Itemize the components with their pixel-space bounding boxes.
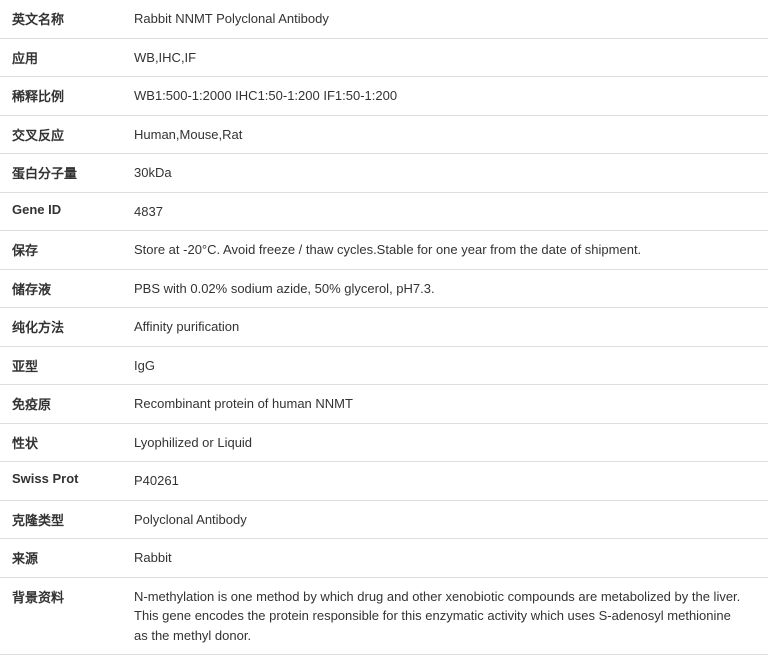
- spec-label: 交叉反应: [0, 115, 130, 154]
- table-row: 稀释比例WB1:500-1:2000 IHC1:50-1:200 IF1:50-…: [0, 77, 768, 116]
- spec-label: 克隆类型: [0, 500, 130, 539]
- table-row: 背景资料N-methylation is one method by which…: [0, 577, 768, 655]
- table-row: 储存液PBS with 0.02% sodium azide, 50% glyc…: [0, 269, 768, 308]
- spec-label: 蛋白分子量: [0, 154, 130, 193]
- spec-value: Lyophilized or Liquid: [130, 423, 768, 462]
- spec-value: Affinity purification: [130, 308, 768, 347]
- spec-label: 储存液: [0, 269, 130, 308]
- table-row: 蛋白分子量30kDa: [0, 154, 768, 193]
- spec-label: 纯化方法: [0, 308, 130, 347]
- table-row: 免疫原Recombinant protein of human NNMT: [0, 385, 768, 424]
- spec-table-body: 英文名称Rabbit NNMT Polyclonal Antibody应用WB,…: [0, 0, 768, 655]
- spec-label: 英文名称: [0, 0, 130, 38]
- spec-table: 英文名称Rabbit NNMT Polyclonal Antibody应用WB,…: [0, 0, 768, 655]
- table-row: 来源Rabbit: [0, 539, 768, 578]
- spec-label: 免疫原: [0, 385, 130, 424]
- spec-value: Rabbit: [130, 539, 768, 578]
- spec-label: 亚型: [0, 346, 130, 385]
- spec-label: 背景资料: [0, 577, 130, 655]
- spec-value: Polyclonal Antibody: [130, 500, 768, 539]
- table-row: 保存Store at -20°C. Avoid freeze / thaw cy…: [0, 231, 768, 270]
- spec-value: P40261: [130, 462, 768, 501]
- table-row: Swiss ProtP40261: [0, 462, 768, 501]
- table-row: 性状Lyophilized or Liquid: [0, 423, 768, 462]
- spec-label: Gene ID: [0, 192, 130, 231]
- spec-label: Swiss Prot: [0, 462, 130, 501]
- table-row: Gene ID4837: [0, 192, 768, 231]
- table-row: 英文名称Rabbit NNMT Polyclonal Antibody: [0, 0, 768, 38]
- spec-value: Rabbit NNMT Polyclonal Antibody: [130, 0, 768, 38]
- table-row: 纯化方法Affinity purification: [0, 308, 768, 347]
- spec-value: 30kDa: [130, 154, 768, 193]
- table-row: 交叉反应Human,Mouse,Rat: [0, 115, 768, 154]
- spec-label: 性状: [0, 423, 130, 462]
- spec-value: N-methylation is one method by which dru…: [130, 577, 768, 655]
- spec-value: Recombinant protein of human NNMT: [130, 385, 768, 424]
- spec-value: Human,Mouse,Rat: [130, 115, 768, 154]
- spec-value: WB1:500-1:2000 IHC1:50-1:200 IF1:50-1:20…: [130, 77, 768, 116]
- table-row: 应用WB,IHC,IF: [0, 38, 768, 77]
- table-row: 亚型IgG: [0, 346, 768, 385]
- spec-label: 来源: [0, 539, 130, 578]
- spec-value: PBS with 0.02% sodium azide, 50% glycero…: [130, 269, 768, 308]
- spec-value: 4837: [130, 192, 768, 231]
- spec-label: 应用: [0, 38, 130, 77]
- spec-value: WB,IHC,IF: [130, 38, 768, 77]
- spec-label: 稀释比例: [0, 77, 130, 116]
- spec-value: Store at -20°C. Avoid freeze / thaw cycl…: [130, 231, 768, 270]
- table-row: 克隆类型Polyclonal Antibody: [0, 500, 768, 539]
- spec-label: 保存: [0, 231, 130, 270]
- spec-value: IgG: [130, 346, 768, 385]
